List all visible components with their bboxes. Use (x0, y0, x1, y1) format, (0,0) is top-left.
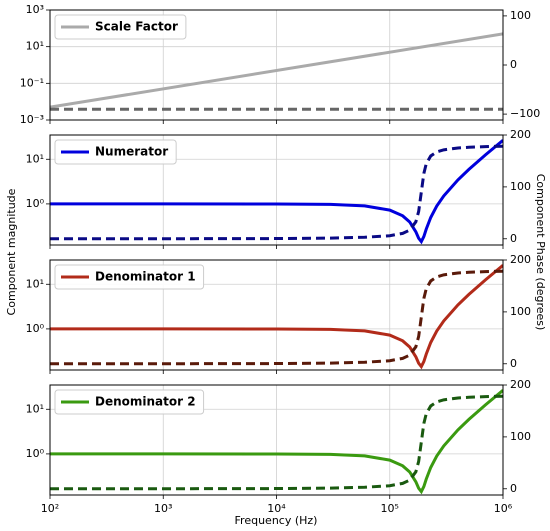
y-tick-label: 10⁰ (26, 447, 45, 460)
y2-tick-label: 100 (510, 180, 531, 193)
magnitude-line (50, 32, 503, 109)
axes-frame (49, 134, 504, 246)
magnitude-line (50, 389, 503, 495)
legend-label: Numerator (95, 145, 168, 159)
magnitude-line (50, 139, 503, 245)
y2-tick-label: 200 (510, 128, 531, 141)
y-tick-label: 10⁰ (26, 197, 45, 210)
axes-frame (49, 9, 504, 121)
y-tick-label: 10¹ (26, 402, 44, 415)
legend-label: Denominator 2 (95, 395, 196, 409)
phase-line (50, 269, 503, 366)
y2-tick-label: 200 (510, 253, 531, 266)
x-tick-label: 10³ (154, 502, 172, 515)
legend-box (54, 264, 205, 290)
x-tick-label: 10⁴ (267, 502, 286, 515)
magnitude-line (50, 264, 503, 370)
phase-line (50, 144, 503, 241)
axes-frame (49, 259, 504, 371)
legend-box (54, 14, 187, 40)
y-axis-label: Component magnitude (5, 188, 18, 315)
y2-tick-label: 100 (510, 430, 531, 443)
x-tick-label: 10² (41, 502, 59, 515)
plot-area (50, 264, 503, 370)
y2-tick-label: 100 (510, 305, 531, 318)
y2-tick-label: 200 (510, 378, 531, 391)
x-tick-label: 10⁵ (381, 502, 399, 515)
legend: Denominator 1 (54, 264, 205, 290)
y-tick-label: 10¹ (26, 40, 44, 53)
y2-tick-label: 0 (510, 58, 517, 71)
y-tick-label: 10⁻³ (20, 113, 44, 126)
x-tick-label: 10⁶ (494, 502, 513, 515)
y-tick-label: 10¹ (26, 152, 44, 165)
y-tick-label: 10³ (26, 3, 44, 16)
legend-label: Scale Factor (95, 20, 178, 34)
legend: Scale Factor (54, 14, 187, 40)
y-tick-label: 10⁰ (26, 322, 45, 335)
y2-axis-label: Component Phase (degrees) (534, 174, 547, 331)
plot-area (50, 32, 503, 111)
y2-tick-label: 0 (510, 357, 517, 370)
y-tick-label: 10¹ (26, 277, 44, 290)
plot-area (50, 139, 503, 245)
y2-tick-label: 0 (510, 232, 517, 245)
plot-area (50, 389, 503, 495)
legend: Denominator 2 (54, 389, 205, 415)
x-axis-label: Frequency (Hz) (235, 514, 318, 527)
y2-tick-label: 100 (510, 9, 531, 22)
legend-box (54, 389, 205, 415)
legend: Numerator (54, 139, 177, 165)
legend-box (54, 139, 177, 165)
axes-frame (49, 384, 504, 496)
y-tick-label: 10⁻¹ (20, 76, 44, 89)
y2-tick-label: 0 (510, 482, 517, 495)
y2-tick-label: −100 (510, 107, 540, 120)
phase-line (50, 394, 503, 491)
legend-label: Denominator 1 (95, 270, 196, 284)
